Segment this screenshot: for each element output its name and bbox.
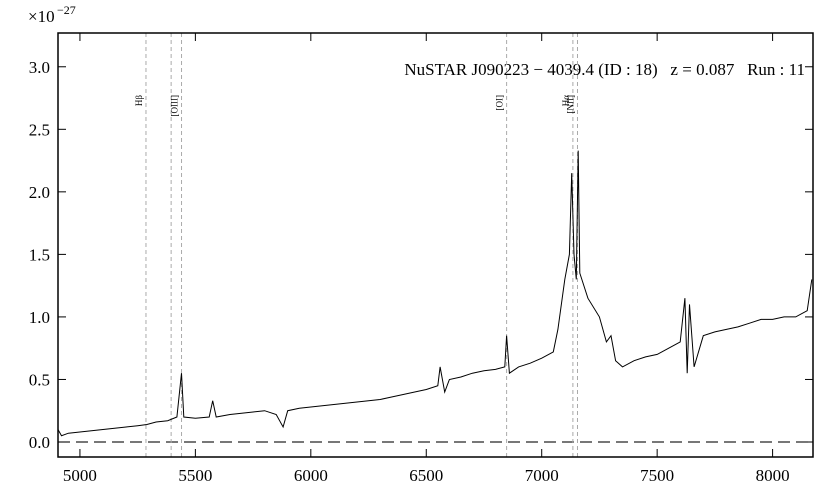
plot-frame: [57, 32, 814, 458]
line-label: [NII]: [565, 95, 575, 114]
x-tick-label: 5000: [63, 466, 97, 485]
x-tick-label: 7000: [525, 466, 559, 485]
line-label: [OI]: [495, 95, 505, 111]
y-tick-label: 0.0: [29, 433, 50, 452]
line-label: [OIII]: [170, 95, 180, 117]
spectrum-line: [57, 150, 813, 437]
y-tick-label: 0.5: [29, 370, 50, 389]
line-label: Hα: [561, 95, 571, 106]
y-tick-label: 1.0: [29, 308, 50, 327]
y-tick-label: 2.5: [29, 120, 50, 139]
x-tick-label: 6500: [409, 466, 443, 485]
annotation: NuSTAR J090223 − 4039.4 (ID : 18) z = 0.…: [404, 60, 805, 79]
y-tick-label: 3.0: [29, 58, 50, 77]
y-multiplier-exponent: −27: [57, 3, 76, 17]
line-label: Hβ: [134, 95, 144, 106]
x-tick-label: 5500: [178, 466, 212, 485]
y-tick-label: 2.0: [29, 183, 50, 202]
x-tick-label: 8000: [756, 466, 790, 485]
x-tick-label: 7500: [640, 466, 674, 485]
x-tick-label: 6000: [294, 466, 328, 485]
y-multiplier: ×10: [28, 7, 55, 26]
y-tick-label: 1.5: [29, 245, 50, 264]
